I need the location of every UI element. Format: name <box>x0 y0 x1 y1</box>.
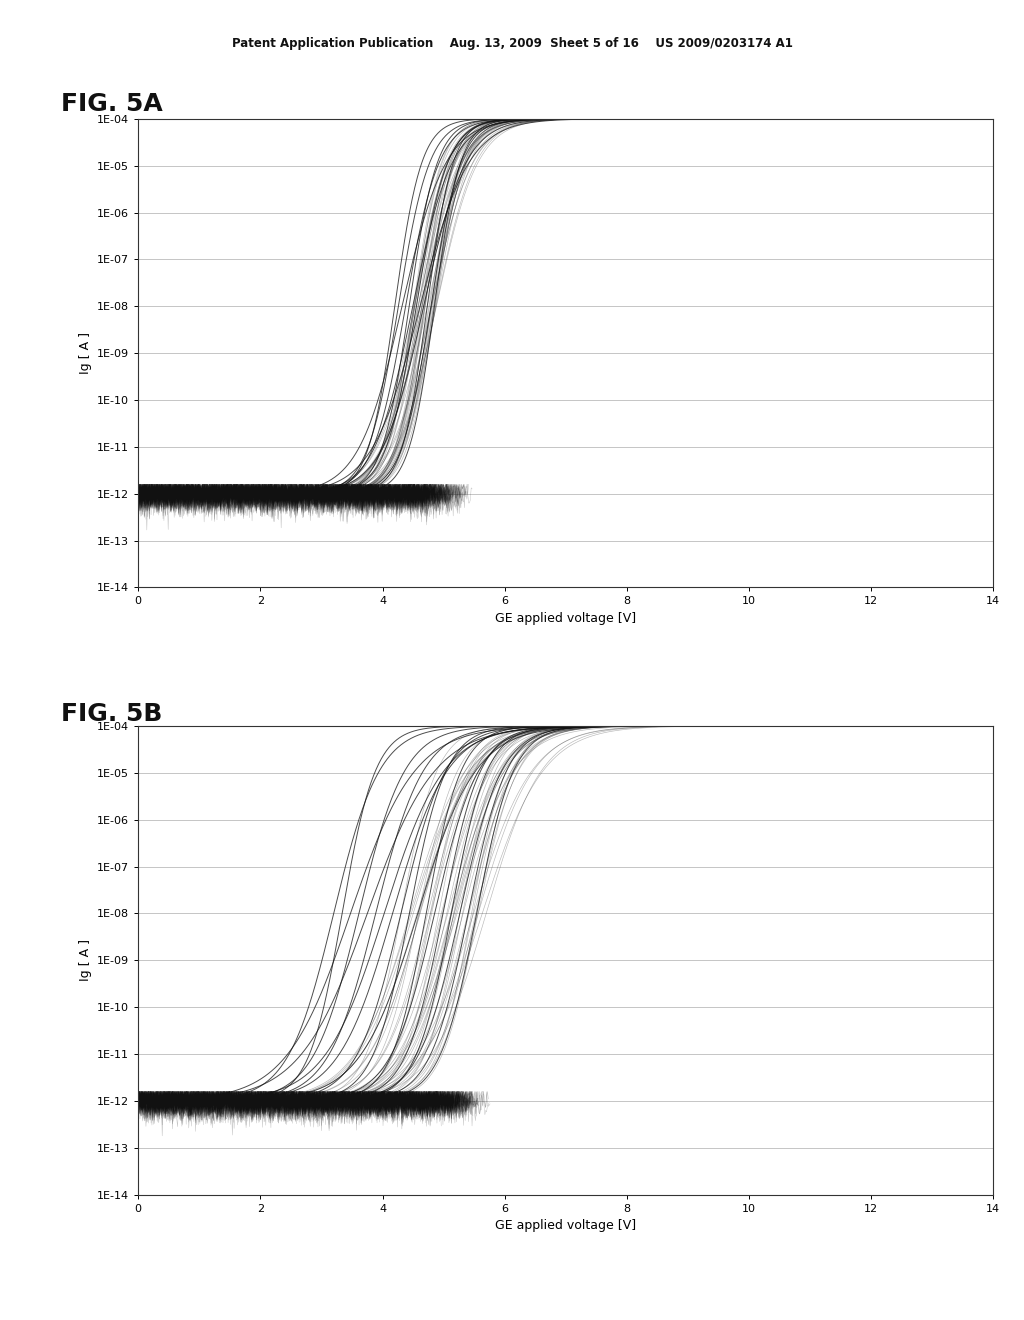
Text: FIG. 5B: FIG. 5B <box>61 702 163 726</box>
Text: Patent Application Publication    Aug. 13, 2009  Sheet 5 of 16    US 2009/020317: Patent Application Publication Aug. 13, … <box>231 37 793 50</box>
Text: FIG. 5A: FIG. 5A <box>61 92 163 116</box>
X-axis label: GE applied voltage [V]: GE applied voltage [V] <box>496 1220 636 1232</box>
X-axis label: GE applied voltage [V]: GE applied voltage [V] <box>496 612 636 624</box>
Y-axis label: Ig [ A ]: Ig [ A ] <box>79 940 91 981</box>
Y-axis label: Ig [ A ]: Ig [ A ] <box>79 333 91 374</box>
